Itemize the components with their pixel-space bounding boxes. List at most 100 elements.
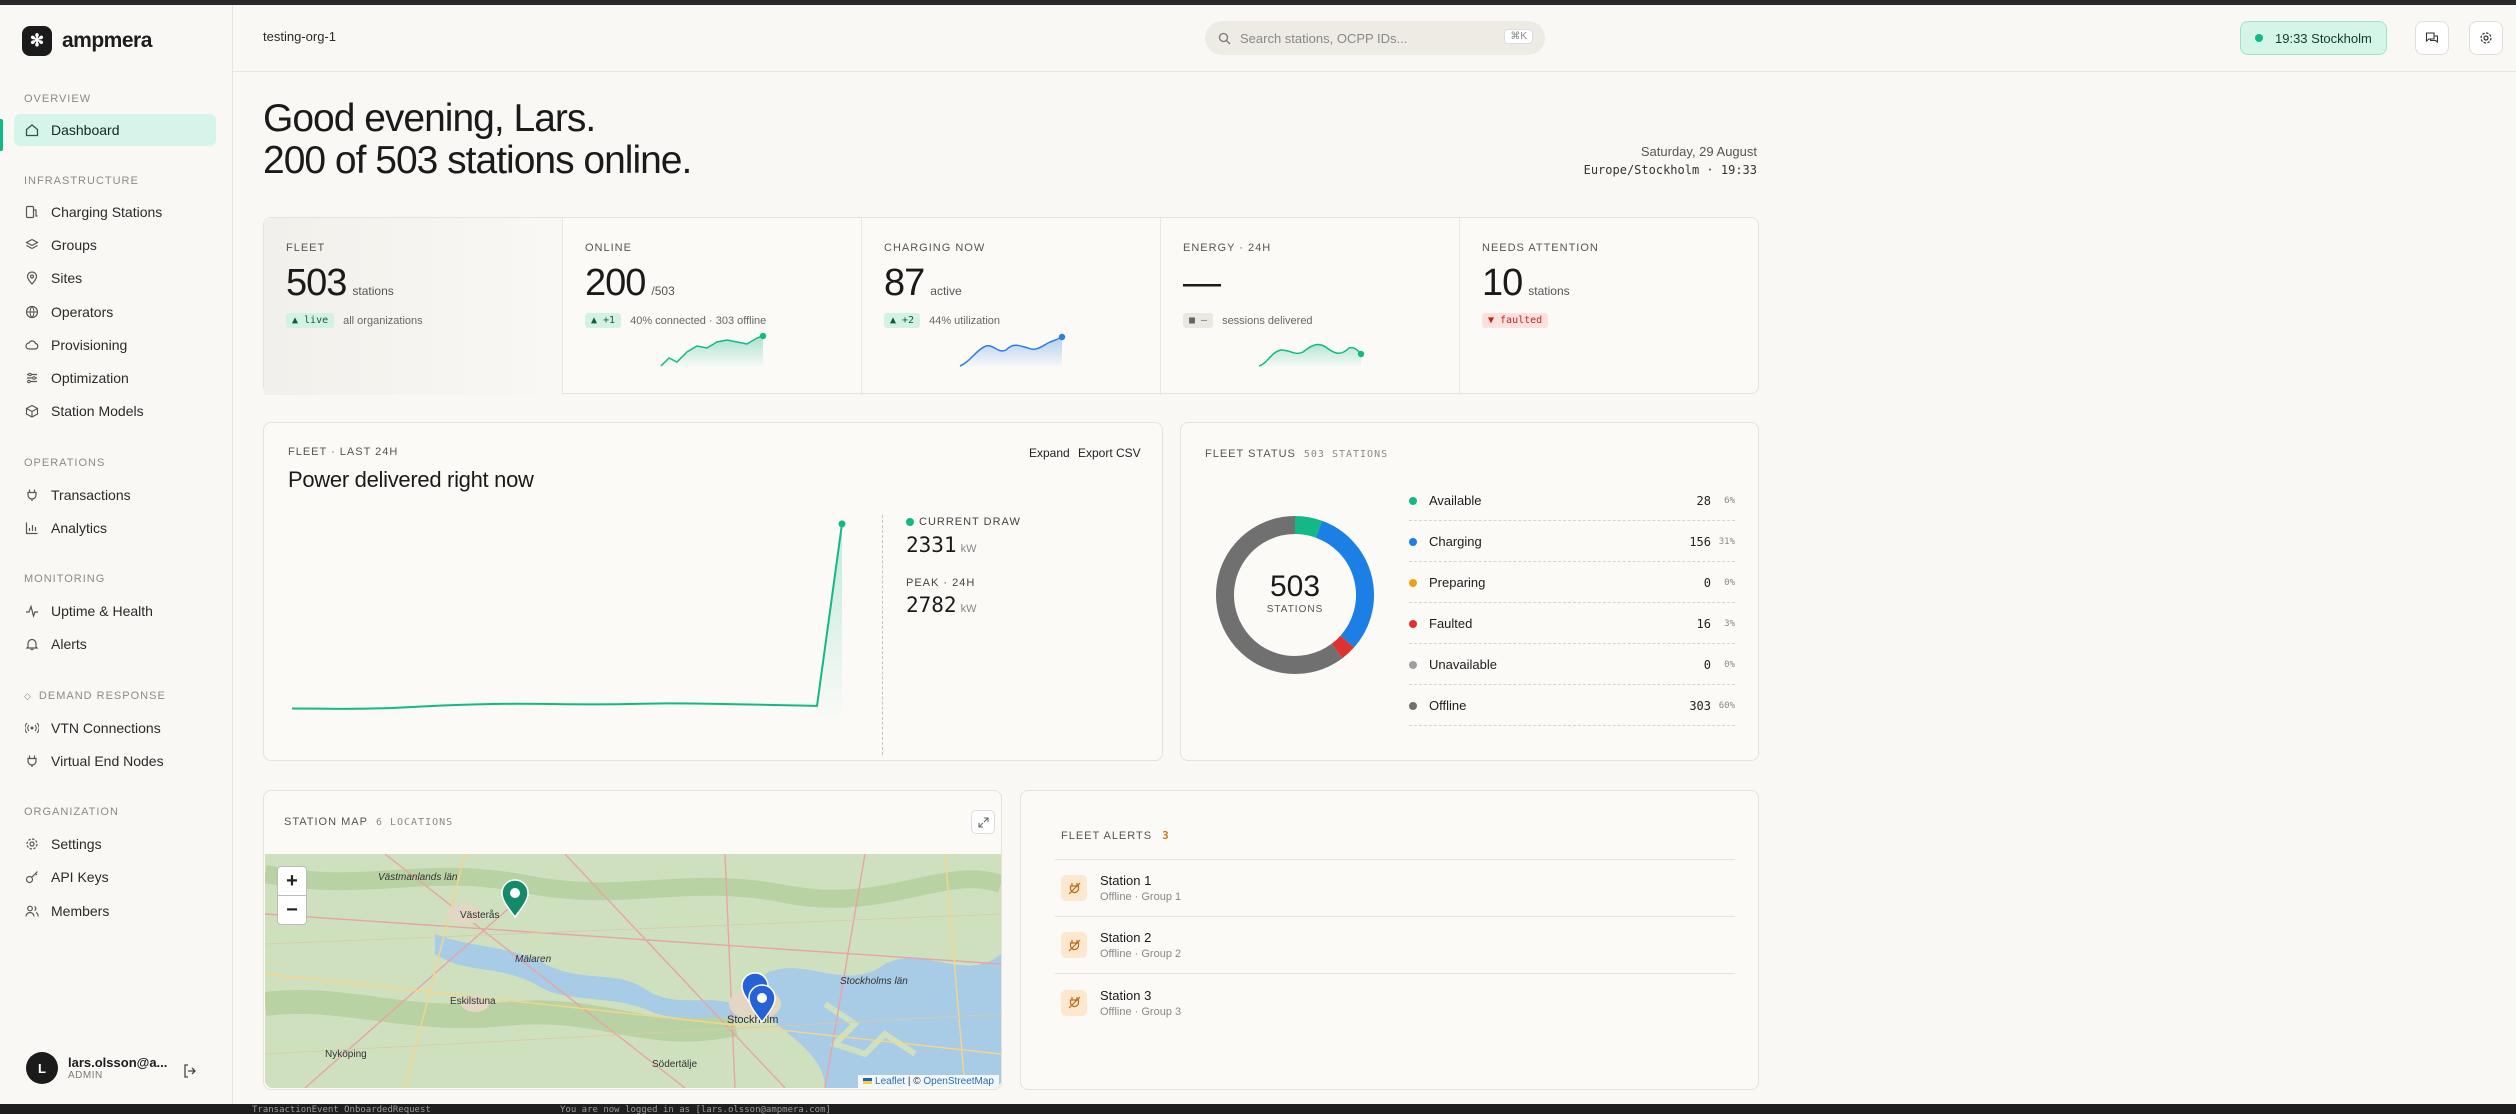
search-icon <box>1218 32 1231 45</box>
sidebar-item-members[interactable]: Members <box>14 895 216 927</box>
power-point <box>838 520 846 528</box>
alert-item[interactable]: Station 1 Offline · Group 1 <box>1055 860 1735 917</box>
window-top-bar <box>0 0 2516 5</box>
status-dot <box>1409 660 1417 669</box>
zoom-in-button[interactable]: + <box>277 866 307 896</box>
fleet-status-count: 503 STATIONS <box>1303 448 1389 460</box>
charger-icon <box>24 204 40 220</box>
status-pct: 60% <box>1718 700 1735 711</box>
current-draw-label: CURRENT DRAW <box>906 516 1021 528</box>
logout-icon[interactable] <box>182 1063 198 1084</box>
status-pct: 3% <box>1724 618 1735 629</box>
kpi-energy[interactable]: ENERGY · 24H — ■ — sessions delivered <box>1161 218 1460 395</box>
sidebar-item-analytics[interactable]: Analytics <box>14 512 216 544</box>
power-label: FLEET · LAST 24H <box>288 446 399 458</box>
section-infrastructure: INFRASTRUCTURE <box>24 175 139 187</box>
donut-slice-charging <box>1315 520 1374 648</box>
greeting-line-2: 200 of 503 stations online. <box>263 139 692 182</box>
chat-button[interactable] <box>2415 21 2449 55</box>
sidebar-item-virtual-end-nodes[interactable]: Virtual End Nodes <box>14 745 216 777</box>
active-indicator <box>0 119 3 151</box>
zoom-out-button[interactable]: − <box>277 895 307 925</box>
kpi-online[interactable]: ONLINE 200/503 ▲ +1 40% connected · 303 o… <box>563 218 862 395</box>
status-row-faulted[interactable]: Faulted 16 3% <box>1409 604 1735 644</box>
sidebar-item-sites[interactable]: Sites <box>14 262 216 294</box>
sidebar-item-transactions[interactable]: Transactions <box>14 479 216 511</box>
live-dot-icon <box>906 518 914 526</box>
peak-label: PEAK · 24H <box>906 577 976 589</box>
kpi-fleet[interactable]: FLEET 503 stations ▲ live all organization… <box>264 218 563 395</box>
sidebar-item-provisioning[interactable]: Provisioning <box>14 329 216 361</box>
kpi-charging[interactable]: CHARGING NOW 87 active ▲ +2 44% utilizatio… <box>862 218 1161 395</box>
map-count: 6 LOCATIONS <box>375 816 454 828</box>
status-count: 303 <box>1689 698 1711 713</box>
pin-icon <box>24 270 40 286</box>
expand-icon <box>977 816 989 828</box>
user-role: ADMIN <box>68 1070 103 1081</box>
map-label-sodertalje: Södertälje <box>652 1059 698 1070</box>
current-date: Saturday, 29 August <box>1640 144 1757 159</box>
bell-icon <box>24 636 40 652</box>
status-row-preparing[interactable]: Preparing 0 0% <box>1409 563 1735 603</box>
user-profile[interactable]: L lars.olsson@a... ADMIN <box>26 1052 167 1084</box>
status-row-available[interactable]: Available 28 6% <box>1409 481 1735 521</box>
broadcast-icon <box>24 720 40 736</box>
greeting-line-1: Good evening, Lars. <box>263 97 596 140</box>
map-label-vastmanland: Västmanlands län <box>378 872 458 883</box>
sidebar-item-groups[interactable]: Groups <box>14 229 216 261</box>
clock-status[interactable]: 19:33 Stockholm <box>2240 21 2387 55</box>
home-icon <box>24 122 40 138</box>
section-monitoring: MONITORING <box>24 573 106 585</box>
top-header: testing-org-1 Search stations, OCPP IDs.… <box>233 5 2516 72</box>
settings-button[interactable] <box>2469 21 2503 55</box>
sidebar: ✻ ampmera OVERVIEW Dashboard INFRASTRUCT… <box>0 5 233 1104</box>
status-dot <box>1409 537 1417 546</box>
pulse-icon <box>24 603 40 619</box>
donut-total-label: STATIONS <box>1266 604 1324 615</box>
sidebar-item-alerts[interactable]: Alerts <box>14 628 216 660</box>
map-label: STATION MAP <box>284 816 368 828</box>
search-input[interactable]: Search stations, OCPP IDs... ⌘K <box>1205 21 1545 55</box>
sidebar-item-settings[interactable]: Settings <box>14 828 216 860</box>
sidebar-item-vtn-connections[interactable]: VTN Connections <box>14 712 216 744</box>
sidebar-item-station-models[interactable]: Station Models <box>14 395 216 427</box>
sidebar-item-uptime-health[interactable]: Uptime & Health <box>14 595 216 627</box>
logo[interactable]: ✻ ampmera <box>22 26 152 56</box>
kpi-value: — <box>1183 262 1221 304</box>
alert-item[interactable]: Station 2 Offline · Group 2 <box>1055 917 1735 974</box>
flag-icon <box>863 1078 873 1084</box>
export-csv-button[interactable]: Export CSV <box>1078 446 1141 460</box>
status-dot <box>1409 701 1417 710</box>
expand-button[interactable]: Expand <box>1029 446 1070 460</box>
org-name[interactable]: testing-org-1 <box>263 29 336 44</box>
status-row-offline[interactable]: Offline 303 60% <box>1409 686 1735 726</box>
sidebar-item-charging-stations[interactable]: Charging Stations <box>14 196 216 228</box>
online-dot <box>2255 34 2263 42</box>
map-marker-blue[interactable] <box>747 984 777 1024</box>
status-row-unavailable[interactable]: Unavailable 0 0% <box>1409 645 1735 685</box>
divider <box>882 515 883 755</box>
map-marker-green[interactable] <box>500 879 530 919</box>
charging-sparkline <box>959 333 1066 368</box>
globe-icon <box>24 304 40 320</box>
fleet-status-card: FLEET STATUS 503 STATIONS 503 STATIONS A… <box>1180 422 1759 761</box>
users-icon <box>24 903 40 919</box>
status-count: 156 <box>1689 534 1711 549</box>
alert-item[interactable]: Station 3 Offline · Group 3 <box>1055 974 1735 1031</box>
kpi-attention[interactable]: NEEDS ATTENTION 10 stations ▼ faulted <box>1482 242 1599 328</box>
fullscreen-button[interactable] <box>971 810 995 834</box>
offline-plug-icon <box>1061 989 1087 1016</box>
section-operations: OPERATIONS <box>24 457 106 469</box>
status-row-charging[interactable]: Charging 156 31% <box>1409 522 1735 562</box>
sidebar-item-dashboard[interactable]: Dashboard <box>14 114 216 146</box>
sidebar-item-optimization[interactable]: Optimization <box>14 362 216 394</box>
sidebar-item-operators[interactable]: Operators <box>14 296 216 328</box>
donut-slice-offline <box>1216 516 1343 674</box>
logo-icon: ✻ <box>22 26 52 56</box>
osm-link[interactable]: OpenStreetMap <box>923 1076 994 1087</box>
leaflet-link[interactable]: Leaflet <box>875 1076 906 1087</box>
sliders-icon <box>24 370 40 386</box>
kpi-value: 200 <box>585 262 646 304</box>
station-map[interactable]: Västmanlands län Västerås Mälaren Eskils… <box>265 854 1001 1088</box>
sidebar-item-api-keys[interactable]: API Keys <box>14 861 216 893</box>
